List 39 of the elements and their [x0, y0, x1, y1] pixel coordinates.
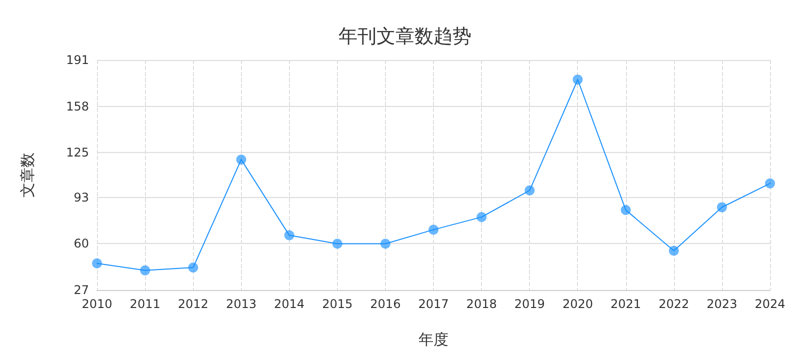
x-tick-label: 2011	[130, 297, 160, 311]
x-tick-label: 2019	[514, 297, 545, 311]
point	[428, 224, 438, 235]
y-tick-label: 125	[66, 146, 89, 160]
x-tick-label: 2016	[370, 297, 401, 311]
y-tick-label: 158	[66, 99, 89, 114]
x-tick-label: 2017	[418, 297, 449, 311]
x-axis-title: 年度	[418, 330, 448, 348]
point	[668, 246, 679, 256]
point	[188, 262, 198, 273]
point	[92, 258, 102, 268]
x-tick-label: 2015	[322, 297, 353, 311]
x-tick-label: 2024	[754, 297, 786, 311]
y-tick-label: 191	[66, 53, 89, 67]
x-tick-label: 2023	[706, 297, 738, 311]
y-tick-label: 93	[74, 190, 89, 204]
y-tick-label: 27	[74, 283, 89, 297]
x-tick-label: 2010	[82, 297, 112, 311]
point	[476, 212, 487, 222]
x-tick-label: 2013	[226, 297, 256, 311]
y-axis-title: 文章数	[18, 152, 36, 198]
point	[236, 154, 246, 165]
point	[284, 230, 294, 240]
y-tick-label: 60	[74, 236, 89, 251]
x-tick-label: 2012	[178, 297, 208, 311]
x-tick-label: 2014	[274, 297, 305, 311]
point	[620, 205, 631, 216]
point	[524, 185, 535, 196]
point	[572, 74, 583, 85]
x-tick-label: 2018	[466, 297, 497, 311]
point	[716, 202, 727, 212]
x-tick-label: 2022	[658, 297, 690, 311]
point	[380, 238, 390, 249]
point	[332, 238, 342, 249]
point	[765, 178, 775, 188]
chart-title: 年刊文章数趋势	[338, 26, 472, 48]
point	[140, 265, 150, 276]
x-tick-label: 2020	[562, 297, 593, 311]
x-tick-label: 2021	[610, 297, 642, 311]
